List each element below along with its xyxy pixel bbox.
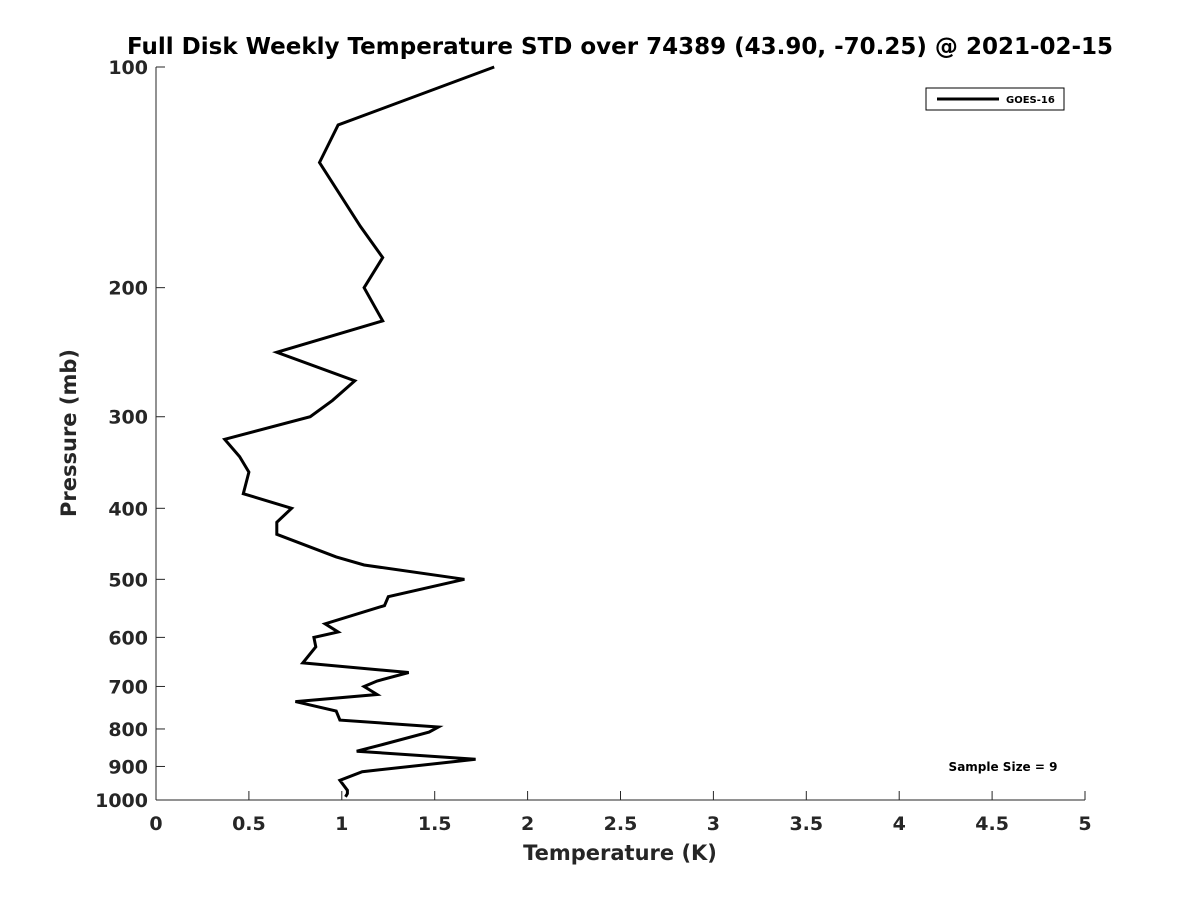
y-tick-label: 800: [108, 719, 148, 741]
x-tick-label: 2.5: [604, 813, 638, 835]
x-axis-label: Temperature (K): [523, 841, 717, 865]
x-tick-label: 4.5: [975, 813, 1009, 835]
y-tick-label: 200: [108, 278, 148, 300]
y-tick-label: 900: [108, 756, 148, 778]
x-tick-label: 4: [893, 813, 906, 835]
x-tick-label: 1.5: [418, 813, 452, 835]
chart-title: Full Disk Weekly Temperature STD over 74…: [127, 34, 1113, 60]
x-tick-label: 1: [335, 813, 348, 835]
x-tick-label: 0: [149, 813, 162, 835]
x-ticks: 0 0.5 1 1.5 2 2.5 3 3.5 4 4.5 5: [149, 791, 1092, 835]
y-tick-label: 300: [108, 407, 148, 429]
x-tick-label: 2: [521, 813, 534, 835]
y-tick-label: 700: [108, 676, 148, 698]
plot-area: 0 0.5 1 1.5 2 2.5 3 3.5 4 4.5 5 100 200 300 400 500 600…: [95, 57, 1092, 835]
y-axis-label: Pressure (mb): [57, 349, 81, 517]
legend: GOES-16: [925, 87, 1065, 111]
y-ticks: 100 200 300 400 500 600 700 800 900 1000: [95, 57, 165, 812]
y-tick-label: 1000: [95, 790, 148, 812]
y-tick-label: 400: [108, 498, 148, 520]
x-tick-label: 3: [707, 813, 720, 835]
x-tick-label: 5: [1078, 813, 1091, 835]
sample-size-annotation: Sample Size = 9: [949, 760, 1058, 774]
y-tick-label: 600: [108, 627, 148, 649]
series-line-goes-16: [221, 65, 495, 798]
x-tick-label: 3.5: [789, 813, 823, 835]
y-tick-label: 100: [108, 57, 148, 79]
legend-entry-goes-16: GOES-16: [1006, 95, 1055, 106]
y-tick-label: 500: [108, 569, 148, 591]
x-tick-label: 0.5: [232, 813, 266, 835]
